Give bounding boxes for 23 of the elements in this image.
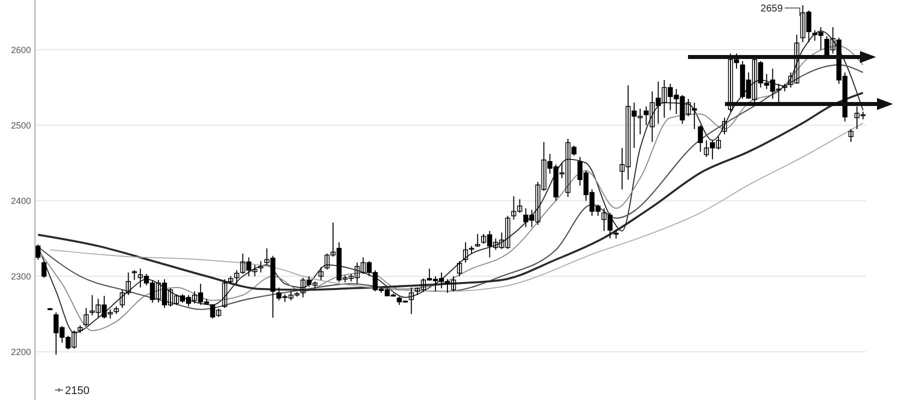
candlestick: [698, 124, 703, 152]
y-tick-label: 2400: [10, 196, 31, 206]
candlestick: [475, 233, 480, 248]
candlestick: [258, 260, 264, 273]
candlestick: [408, 287, 414, 314]
candlestick: [463, 242, 468, 264]
y-tick-label: 2200: [10, 346, 31, 357]
annotation: 2150: [65, 384, 90, 397]
y-tick-label: 2500: [10, 120, 31, 130]
y-tick-label: 2300: [10, 271, 31, 282]
candlestick: [318, 266, 324, 280]
candlestick: [132, 270, 137, 280]
candlestick: [36, 244, 41, 260]
annotation: 2659: [760, 4, 784, 14]
candlestick: [84, 307, 89, 327]
candlestick: [722, 117, 727, 135]
candlestick: [234, 270, 240, 284]
candlestick: [42, 260, 47, 278]
line-series: [50, 122, 864, 292]
candlestick: [457, 260, 462, 277]
candlestick: [222, 278, 228, 308]
y-tick-label: 2600: [10, 44, 31, 55]
candlestick: [848, 128, 854, 142]
